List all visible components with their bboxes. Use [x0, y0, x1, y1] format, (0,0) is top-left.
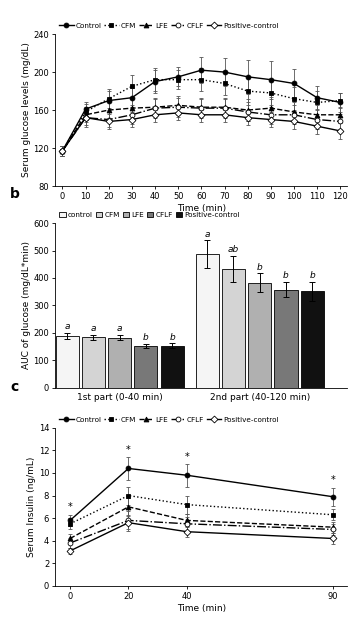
Text: b: b	[10, 187, 20, 201]
Text: b: b	[257, 263, 263, 272]
Text: b: b	[143, 333, 149, 342]
Text: a: a	[204, 229, 210, 239]
Text: *: *	[330, 476, 335, 485]
Text: a: a	[10, 0, 20, 2]
Text: ab: ab	[228, 246, 239, 254]
Text: *: *	[68, 502, 72, 513]
Y-axis label: Serum glucose levels (mg/dL): Serum glucose levels (mg/dL)	[21, 43, 30, 177]
Legend: control, CFM, LFE, CFLF, Positive-control: control, CFM, LFE, CFLF, Positive-contro…	[59, 212, 240, 218]
Bar	[161, 345, 184, 388]
Bar	[222, 269, 245, 388]
Bar	[134, 346, 158, 388]
Text: *: *	[184, 452, 189, 462]
Text: c: c	[10, 380, 19, 394]
Bar	[248, 283, 271, 388]
Y-axis label: Serum Insulin (ng/mL): Serum Insulin (ng/mL)	[27, 457, 36, 557]
Bar	[196, 254, 219, 388]
Text: b: b	[309, 271, 315, 280]
Text: a: a	[91, 324, 96, 333]
Bar	[82, 337, 105, 388]
Bar	[55, 336, 79, 388]
Y-axis label: AUC of glucose (mg/dL*min): AUC of glucose (mg/dL*min)	[21, 241, 30, 370]
Legend: Control, CFM, LFE, CFLF, Positive-control: Control, CFM, LFE, CFLF, Positive-contro…	[59, 23, 279, 29]
Text: b: b	[169, 333, 175, 342]
X-axis label: Time (min): Time (min)	[177, 604, 226, 613]
X-axis label: Time (min): Time (min)	[177, 204, 226, 213]
Bar	[275, 290, 297, 388]
Legend: Control, CFM, LFE, CFLF, Positive-control: Control, CFM, LFE, CFLF, Positive-contro…	[59, 417, 279, 423]
Text: b: b	[283, 272, 289, 280]
Text: *: *	[126, 445, 131, 455]
Bar	[108, 338, 131, 388]
Bar	[301, 291, 324, 388]
Text: a: a	[117, 324, 122, 334]
Text: a: a	[64, 322, 70, 331]
